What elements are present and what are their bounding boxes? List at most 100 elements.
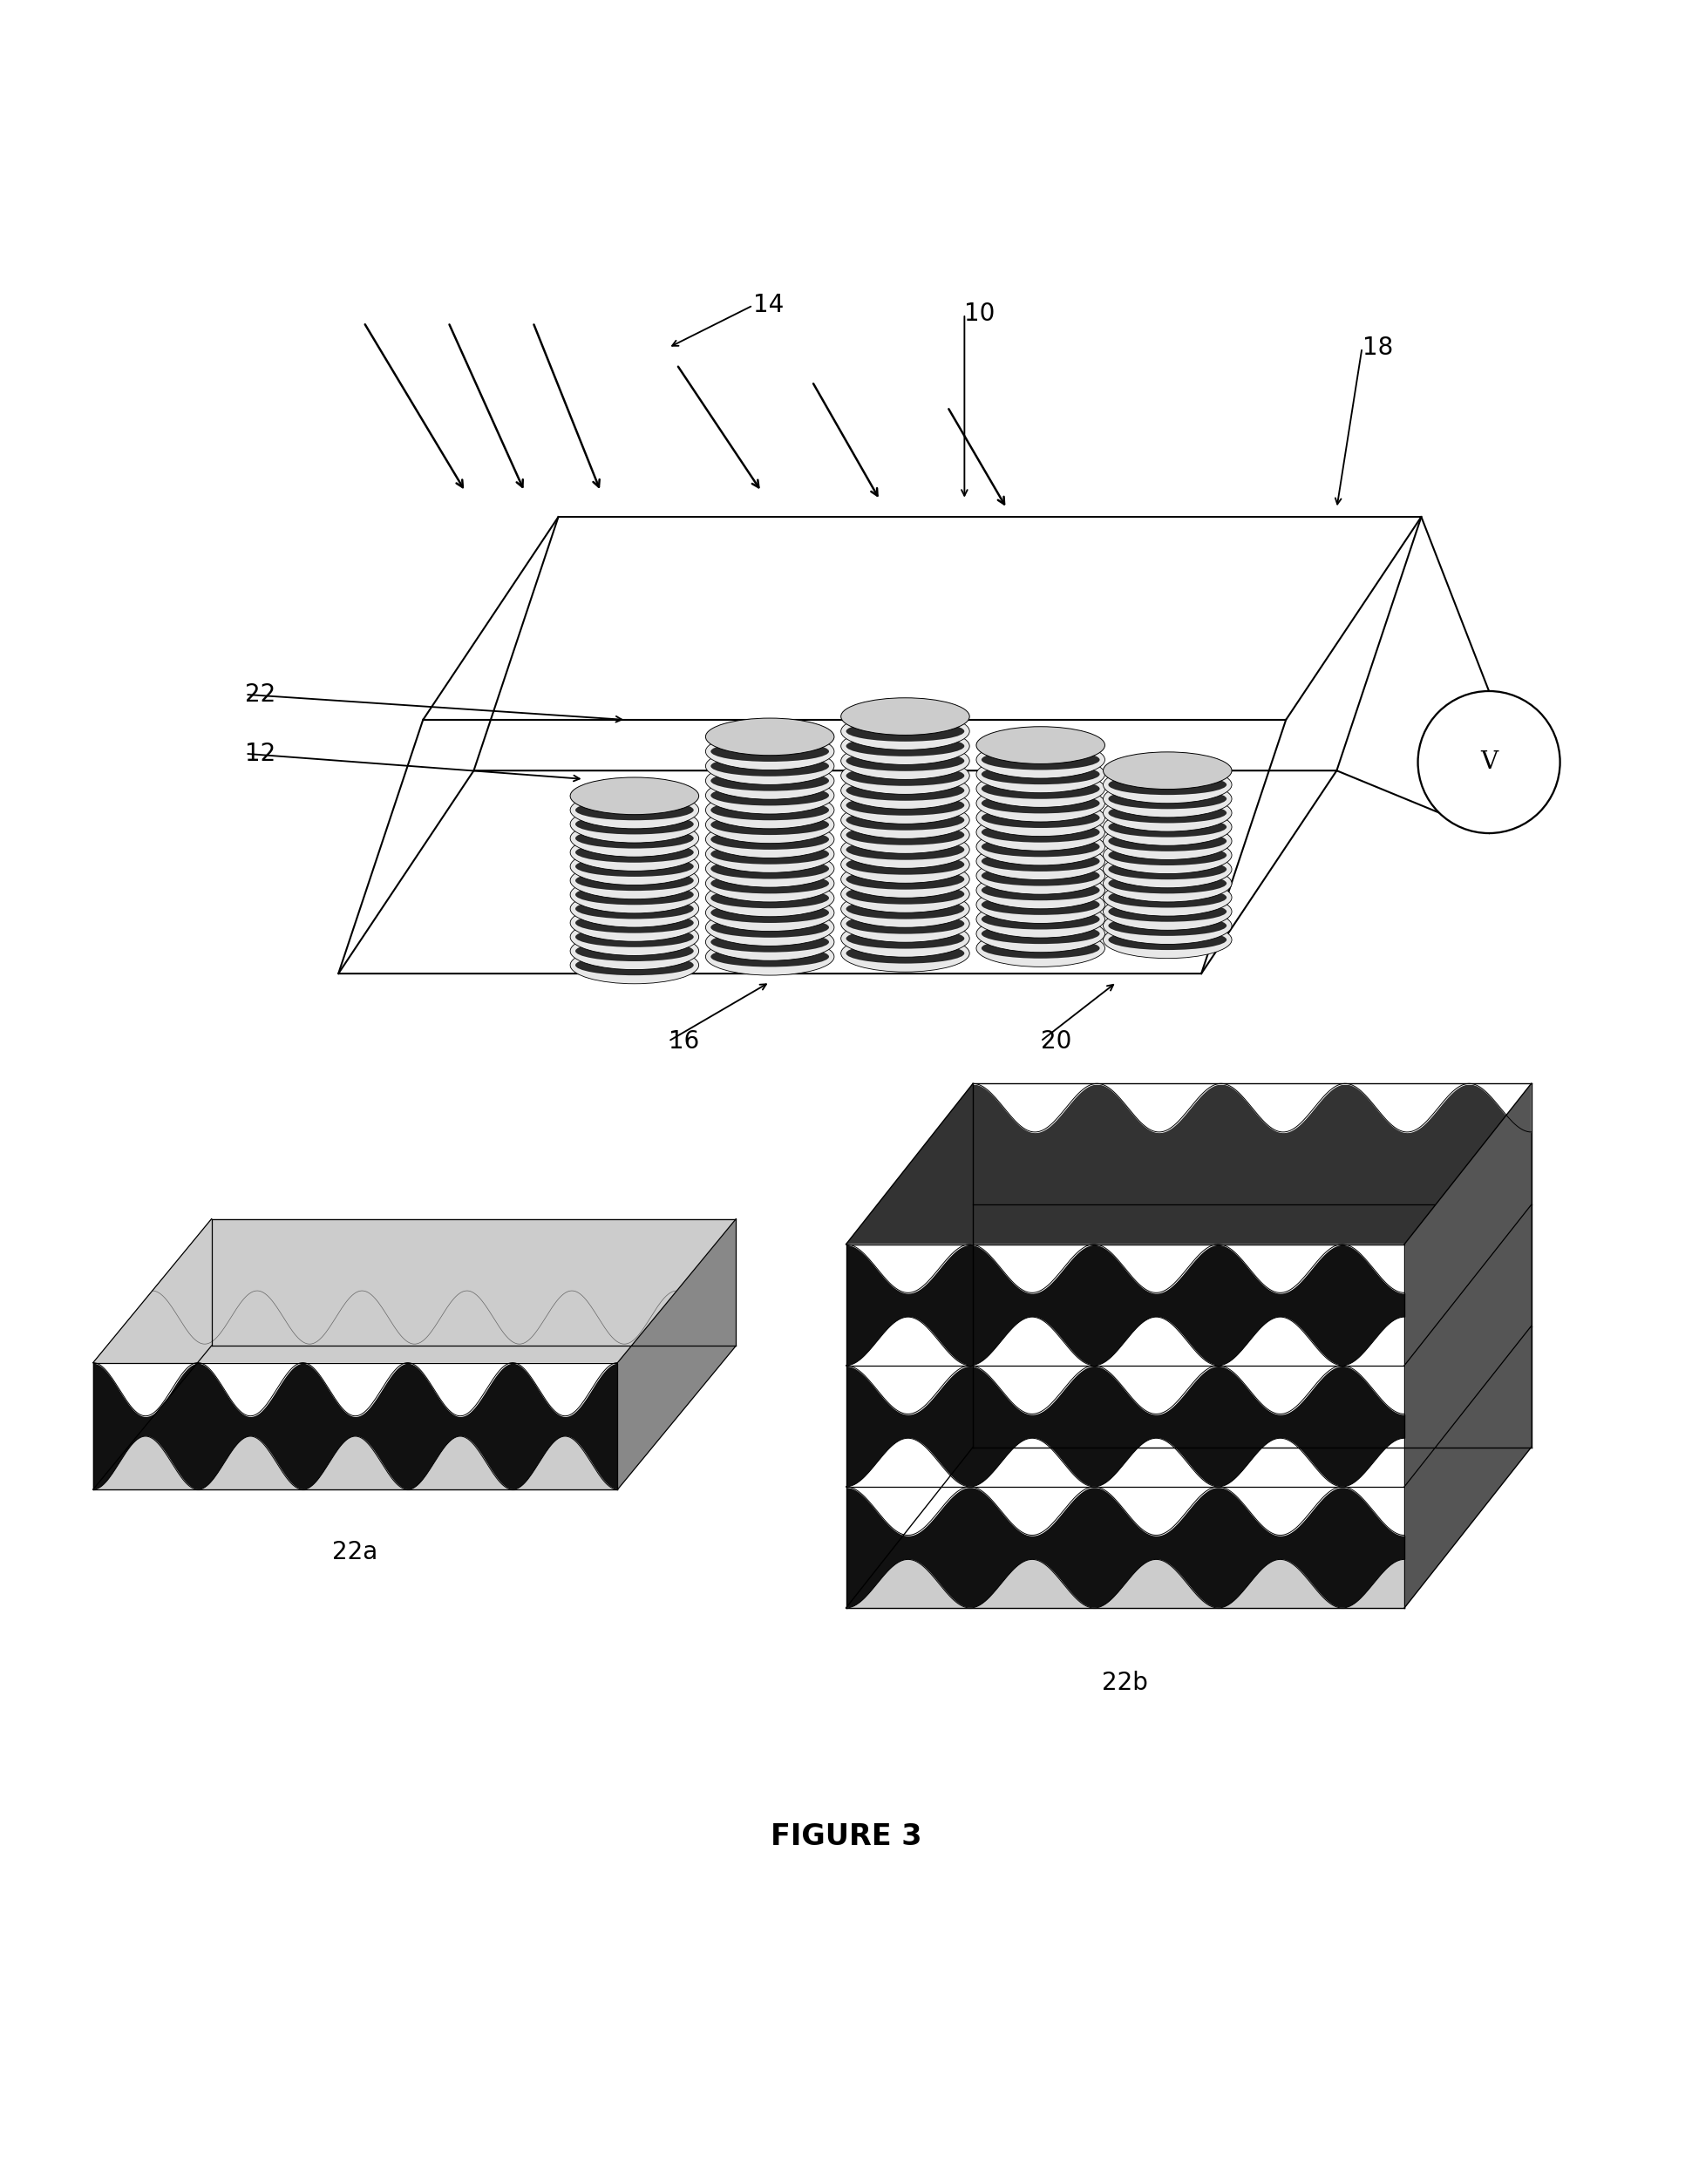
Ellipse shape <box>711 874 829 893</box>
Ellipse shape <box>1108 845 1227 865</box>
Text: 14: 14 <box>753 293 783 317</box>
Ellipse shape <box>981 909 1100 930</box>
Ellipse shape <box>575 869 694 891</box>
Ellipse shape <box>846 839 964 860</box>
Ellipse shape <box>570 917 699 957</box>
Ellipse shape <box>711 786 829 806</box>
Polygon shape <box>618 1219 736 1489</box>
Ellipse shape <box>711 858 829 878</box>
Ellipse shape <box>1103 823 1232 860</box>
Ellipse shape <box>981 836 1100 856</box>
Ellipse shape <box>1108 902 1227 922</box>
Ellipse shape <box>575 898 694 919</box>
Ellipse shape <box>570 946 699 983</box>
Ellipse shape <box>711 917 829 937</box>
Ellipse shape <box>706 734 834 771</box>
Ellipse shape <box>570 834 699 871</box>
Ellipse shape <box>711 902 829 924</box>
Ellipse shape <box>711 843 829 865</box>
Ellipse shape <box>570 806 699 843</box>
Ellipse shape <box>846 913 964 935</box>
Ellipse shape <box>846 810 964 830</box>
Ellipse shape <box>841 817 970 854</box>
Ellipse shape <box>841 758 970 795</box>
Ellipse shape <box>706 719 834 756</box>
Text: 22: 22 <box>245 681 276 708</box>
Ellipse shape <box>846 826 964 845</box>
Ellipse shape <box>981 852 1100 871</box>
Polygon shape <box>1404 1326 1531 1607</box>
Ellipse shape <box>841 786 970 823</box>
Ellipse shape <box>570 891 699 928</box>
Text: 20: 20 <box>1041 1029 1071 1053</box>
Ellipse shape <box>976 887 1105 924</box>
Polygon shape <box>846 1487 1404 1607</box>
Ellipse shape <box>570 819 699 856</box>
Polygon shape <box>846 1365 1404 1487</box>
Ellipse shape <box>706 924 834 961</box>
Polygon shape <box>1404 1206 1531 1487</box>
Ellipse shape <box>846 751 964 771</box>
Ellipse shape <box>570 847 699 885</box>
Ellipse shape <box>575 828 694 850</box>
Ellipse shape <box>1103 808 1232 845</box>
Ellipse shape <box>1103 893 1232 930</box>
Ellipse shape <box>841 935 970 972</box>
Ellipse shape <box>711 771 829 791</box>
Ellipse shape <box>846 869 964 889</box>
Polygon shape <box>93 1219 212 1489</box>
Ellipse shape <box>570 904 699 941</box>
Ellipse shape <box>976 815 1105 852</box>
Ellipse shape <box>1103 850 1232 889</box>
Ellipse shape <box>1108 817 1227 836</box>
Text: 22b: 22b <box>1101 1671 1149 1695</box>
Polygon shape <box>846 1245 1404 1365</box>
Ellipse shape <box>846 764 964 786</box>
Polygon shape <box>93 1219 736 1363</box>
Ellipse shape <box>976 915 1105 952</box>
Text: FIGURE 3: FIGURE 3 <box>770 1821 922 1850</box>
Ellipse shape <box>1108 804 1227 823</box>
Ellipse shape <box>1108 930 1227 950</box>
Ellipse shape <box>706 865 834 902</box>
Ellipse shape <box>570 863 699 900</box>
Ellipse shape <box>976 756 1105 793</box>
Ellipse shape <box>846 780 964 802</box>
Ellipse shape <box>976 843 1105 880</box>
Ellipse shape <box>846 943 964 963</box>
Ellipse shape <box>976 871 1105 909</box>
Ellipse shape <box>976 771 1105 808</box>
Ellipse shape <box>976 930 1105 968</box>
Ellipse shape <box>706 880 834 917</box>
Ellipse shape <box>1108 874 1227 893</box>
Ellipse shape <box>846 928 964 948</box>
Ellipse shape <box>981 778 1100 799</box>
Ellipse shape <box>981 895 1100 915</box>
Ellipse shape <box>976 828 1105 865</box>
Ellipse shape <box>1108 788 1227 808</box>
Ellipse shape <box>841 727 970 764</box>
Ellipse shape <box>1103 878 1232 915</box>
Circle shape <box>1418 690 1560 832</box>
Text: 22a: 22a <box>333 1540 377 1564</box>
Ellipse shape <box>711 740 829 762</box>
Ellipse shape <box>841 743 970 780</box>
Ellipse shape <box>570 778 699 815</box>
Ellipse shape <box>841 904 970 941</box>
Ellipse shape <box>976 727 1105 764</box>
Ellipse shape <box>1103 795 1232 832</box>
Polygon shape <box>93 1345 736 1489</box>
Ellipse shape <box>575 954 694 976</box>
Ellipse shape <box>976 740 1105 778</box>
Ellipse shape <box>841 712 970 749</box>
Ellipse shape <box>846 885 964 904</box>
Polygon shape <box>846 1083 1531 1245</box>
Text: 16: 16 <box>668 1029 699 1053</box>
Text: 12: 12 <box>245 743 276 767</box>
Ellipse shape <box>706 909 834 946</box>
Ellipse shape <box>846 795 964 815</box>
Polygon shape <box>93 1363 618 1489</box>
Ellipse shape <box>846 854 964 876</box>
Ellipse shape <box>981 808 1100 828</box>
Ellipse shape <box>841 699 970 736</box>
